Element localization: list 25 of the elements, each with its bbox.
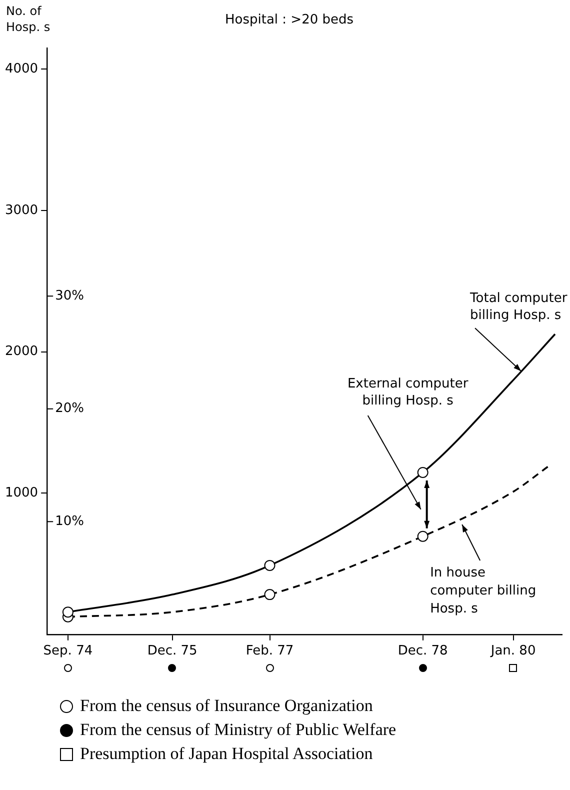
point — [264, 560, 276, 571]
y-tick-label: 4000 — [4, 62, 38, 77]
x-tick-label: Dec. 78 — [398, 644, 448, 659]
x-tick-label: Feb. 77 — [246, 644, 294, 659]
chart-title: Hospital : >20 beds — [225, 12, 354, 28]
text: From the census of Ministry of Public Welfare — [80, 719, 396, 741]
annotation: External computer billing Hosp. s — [347, 376, 469, 408]
series-label: Total computer billing Hosp. s — [469, 291, 568, 324]
point — [417, 530, 428, 542]
x-tick-label: Sep. 74 — [43, 644, 93, 659]
point — [417, 466, 428, 478]
text: From the census of Insurance Organization — [80, 695, 373, 717]
y2-tick-label: 30% — [55, 288, 84, 304]
text: In house computer billing Hosp. s — [430, 565, 536, 616]
y2-tick-label: 20% — [55, 401, 84, 416]
y-tick-label: 3000 — [4, 202, 38, 218]
x-tick-label: Jan. 80 — [490, 644, 536, 659]
x-tick-label: Dec. 75 — [147, 644, 198, 659]
y-axis-title: No. of Hosp. s — [6, 4, 50, 34]
point — [62, 606, 74, 618]
point — [264, 589, 276, 600]
y-tick-label: 2000 — [4, 344, 38, 360]
y2-tick-label: 10% — [55, 514, 84, 530]
text: Presumption of Japan Hospital Association — [80, 743, 373, 765]
y-tick-label: 1000 — [4, 485, 38, 500]
